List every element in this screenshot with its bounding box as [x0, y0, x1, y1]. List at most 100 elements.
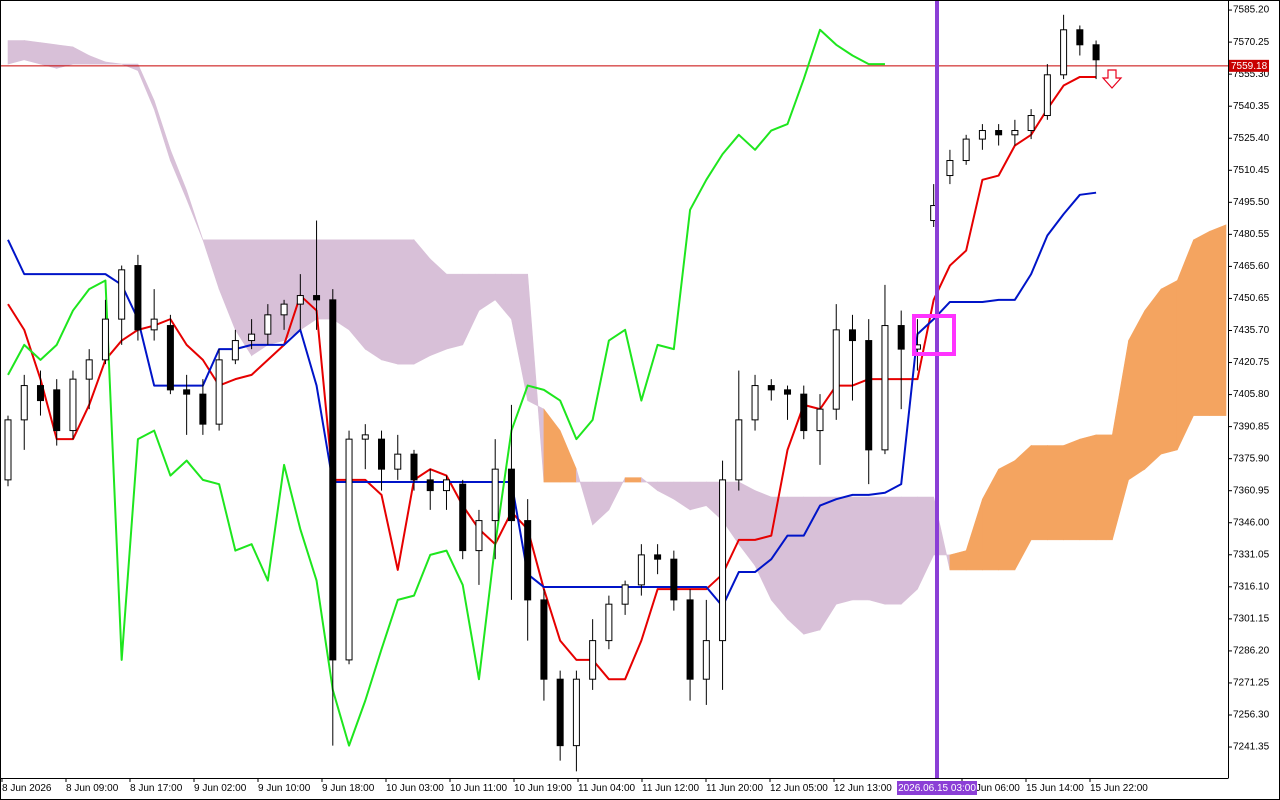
- cloud-segment: [446, 273, 464, 350]
- y-tick-label: 7375.90: [1233, 453, 1270, 464]
- candle-body: [345, 438, 353, 661]
- cloud-segment: [852, 496, 870, 601]
- candle-body: [637, 554, 645, 586]
- candle-body: [1092, 44, 1100, 61]
- x-tick-label: 15 Jun 14:00: [1026, 783, 1084, 794]
- candle-body: [1011, 130, 1019, 136]
- candle-body: [459, 483, 467, 552]
- cloud-segment: [1030, 445, 1048, 541]
- cloud-segment: [105, 61, 122, 65]
- indicator-line: [7, 191, 1097, 608]
- candle-body: [507, 468, 515, 522]
- candle-body: [735, 419, 743, 481]
- y-tick-label: 7555.30: [1233, 69, 1270, 80]
- y-tick-label: 7271.25: [1233, 678, 1270, 689]
- candle-body: [719, 479, 727, 642]
- y-tick-label: 7316.10: [1233, 581, 1270, 592]
- cloud-segment: [868, 496, 886, 605]
- cursor-label: 2026.06.15 03:00: [898, 783, 976, 794]
- candles: [4, 14, 1100, 772]
- candle-body: [848, 329, 856, 342]
- x-tick-label: 10 Jun 11:00: [450, 783, 508, 794]
- candle-body: [1060, 29, 1068, 76]
- y-tick-label: 7585.20: [1233, 5, 1270, 16]
- y-tick-label: 7435.70: [1233, 325, 1270, 336]
- x-tick-label: 10 Jun 19:00: [514, 783, 572, 794]
- x-tick-label: 11 Jun 04:00: [578, 783, 636, 794]
- x-tick-label: 12 Jun 13:00: [834, 783, 892, 794]
- candle-body: [751, 385, 759, 421]
- cloud-segment: [1128, 310, 1146, 481]
- candle-body: [1043, 74, 1051, 117]
- candle-body: [686, 599, 694, 680]
- candle-body: [394, 453, 402, 470]
- cloud-segment: [787, 496, 805, 635]
- cloud-segment: [7, 40, 25, 65]
- candle-body: [605, 603, 613, 642]
- y-tick-label: 7465.60: [1233, 261, 1270, 272]
- candle-body: [426, 479, 434, 492]
- cloud-segment: [40, 42, 58, 69]
- x-tick-label: 8 Jun 09:00: [66, 783, 119, 794]
- candle-body: [654, 554, 662, 560]
- candle-body: [410, 453, 418, 481]
- candle-body: [491, 468, 499, 522]
- candle-body: [36, 385, 44, 402]
- y-tick-label: 7331.05: [1233, 549, 1270, 560]
- cloud-segment: [397, 239, 415, 365]
- x-tick-label: 9 Jun 02:00: [194, 783, 247, 794]
- candle-body: [589, 640, 597, 680]
- cloud-segment: [23, 40, 41, 65]
- candle-body: [313, 295, 321, 301]
- candle-body: [329, 299, 337, 661]
- cloud-segment: [429, 258, 447, 357]
- indicator-lines: [7, 28, 1097, 747]
- cursor-label-group: 2026.06.15 03:00: [897, 781, 977, 795]
- candle-body: [978, 130, 986, 140]
- x-tick-label: 8 Jun 17:00: [130, 783, 183, 794]
- candle-body: [995, 130, 1003, 136]
- cloud-segment: [283, 239, 301, 342]
- cloud-segment: [381, 239, 399, 365]
- indicator-line: [7, 75, 1097, 681]
- candle-body: [865, 340, 873, 451]
- cloud-segment: [900, 496, 918, 605]
- cloud-segment: [1095, 434, 1113, 541]
- cloud-segment: [413, 239, 431, 365]
- candle-body: [264, 314, 272, 335]
- y-tick-label: 7360.95: [1233, 485, 1270, 496]
- candle-body: [280, 303, 288, 316]
- candle-body: [670, 558, 678, 601]
- cloud-segment: [186, 190, 204, 240]
- x-tick-label: 8 Jun 2026: [2, 783, 52, 794]
- y-tick-label: 7480.55: [1233, 229, 1270, 240]
- cloud-segment: [300, 239, 317, 331]
- candle-body: [248, 333, 256, 342]
- candle-body: [784, 389, 792, 395]
- highlight-box: [912, 314, 956, 356]
- candle-body: [101, 318, 109, 361]
- y-tick-label: 7286.20: [1233, 646, 1270, 657]
- x-tick-label: 12 Jun 05:00: [770, 783, 828, 794]
- candle-body: [150, 318, 158, 331]
- candle-body: [69, 378, 77, 432]
- candle-body: [296, 295, 304, 305]
- cloud-segment: [364, 239, 382, 361]
- candle-body: [540, 599, 548, 680]
- candle-body: [621, 584, 629, 605]
- candle-body: [4, 419, 12, 481]
- cloud-segment: [1047, 445, 1064, 541]
- y-tick-label: 7390.85: [1233, 421, 1270, 432]
- candle-body: [524, 520, 532, 601]
- cloud-segment: [689, 481, 707, 511]
- y-tick-label: 7525.40: [1233, 133, 1270, 144]
- x-tick-label: 15 Jun 22:00: [1090, 783, 1148, 794]
- x-tick-label: 15 Jun 06:00: [962, 783, 1020, 794]
- y-tick-label: 7450.65: [1233, 293, 1270, 304]
- y-tick-label: 7405.80: [1233, 389, 1270, 400]
- x-tick-label: 11 Jun 12:00: [642, 783, 700, 794]
- x-tick-label: 11 Jun 20:00: [706, 783, 764, 794]
- candle-body: [702, 640, 710, 680]
- candle-body: [20, 385, 28, 421]
- cloud-segment: [1079, 434, 1097, 541]
